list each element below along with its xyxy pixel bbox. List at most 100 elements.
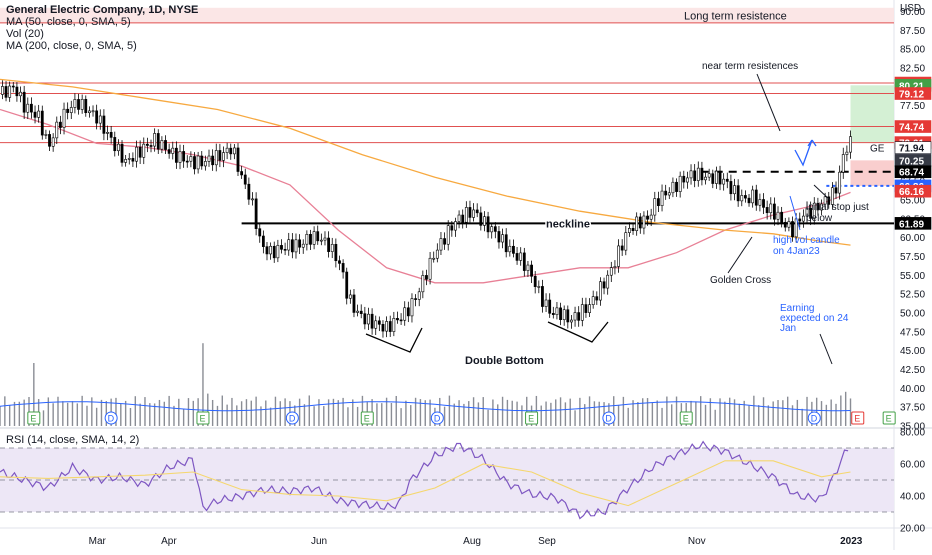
candle-body xyxy=(729,181,733,195)
candle-body xyxy=(59,121,62,128)
candle-body xyxy=(751,189,755,204)
volume-bar xyxy=(23,399,25,426)
candle-body xyxy=(443,238,446,245)
candle-body xyxy=(849,136,852,153)
candle-body xyxy=(280,245,283,250)
volume-bar xyxy=(385,397,388,426)
volume-bar xyxy=(704,404,707,426)
high-vol-label-2: on 4Jan23 xyxy=(773,246,820,257)
ma50-line xyxy=(0,108,851,284)
candle-body xyxy=(801,215,805,222)
candle-body xyxy=(283,249,287,251)
candle-body xyxy=(758,199,762,206)
currency-label: USD xyxy=(900,3,921,14)
candle-body xyxy=(664,190,668,196)
candle-body xyxy=(414,298,417,300)
volume-bar xyxy=(231,397,233,426)
price-label-text: 79.12 xyxy=(899,90,924,101)
volume-bar xyxy=(245,399,248,426)
event-badge xyxy=(285,411,299,425)
candle-body xyxy=(682,175,686,183)
volume-bar xyxy=(651,402,654,426)
candle-body xyxy=(174,147,178,163)
candle-body xyxy=(700,167,704,181)
candle-body xyxy=(787,221,791,228)
stop-label-2: below xyxy=(806,213,833,224)
event-badge xyxy=(27,411,41,425)
candle-body xyxy=(417,291,421,300)
event-badge xyxy=(104,411,118,425)
volume-bar xyxy=(675,396,678,426)
candle-body xyxy=(559,307,562,320)
candle-body xyxy=(834,187,838,194)
candle-body xyxy=(573,312,577,321)
event-badge-letter: D xyxy=(605,414,612,424)
volume-bar xyxy=(192,400,194,426)
volume-bar xyxy=(661,407,663,426)
double-bottom-mark-2 xyxy=(547,321,609,343)
volume-bar xyxy=(318,399,320,426)
volume-bar xyxy=(4,396,6,426)
volume-bar xyxy=(574,410,576,426)
candle-body xyxy=(562,309,566,320)
candle-body xyxy=(783,221,787,228)
volume-bar xyxy=(632,400,634,426)
candle-body xyxy=(613,266,617,268)
ma50-legend: MA (50, close, 0, SMA, 5) xyxy=(6,16,131,28)
volume-bar xyxy=(782,400,784,426)
volume-bar xyxy=(149,403,151,426)
projection-arrow xyxy=(794,139,817,167)
volume-bar xyxy=(796,399,799,426)
candle-body xyxy=(11,85,15,88)
volume-bar xyxy=(728,397,731,426)
price-tick-label: 90.00 xyxy=(900,7,925,18)
time-tick-label: Aug xyxy=(463,536,481,547)
candle-body xyxy=(88,110,91,114)
rsi-tick-label: 60.00 xyxy=(900,460,925,471)
candle-body xyxy=(251,198,254,201)
chart-legend: General Electric Company, 1D, NYSE MA (5… xyxy=(6,4,198,52)
candle-body xyxy=(638,216,642,229)
candle-body xyxy=(334,244,338,262)
candle-body xyxy=(580,304,584,321)
volume-bar xyxy=(308,395,310,426)
event-badge xyxy=(851,411,865,425)
candle-body xyxy=(109,132,113,138)
candle-body xyxy=(305,234,309,245)
candle-body xyxy=(106,132,109,134)
event-badge-letter: D xyxy=(811,414,818,424)
event-badge-letter: D xyxy=(108,414,115,424)
candle-body xyxy=(624,232,628,251)
volume-bar xyxy=(381,403,383,426)
candle-body xyxy=(410,298,414,317)
candle-body xyxy=(287,239,291,251)
candle-body xyxy=(399,319,403,322)
candle-body xyxy=(555,307,559,315)
event-badge xyxy=(882,411,896,425)
volume-bar xyxy=(497,404,499,426)
candle-body xyxy=(363,313,367,325)
volume-bar xyxy=(115,397,117,426)
candle-body xyxy=(501,234,504,243)
candle-body xyxy=(693,170,697,181)
event-badge xyxy=(196,411,210,425)
volume-bar xyxy=(738,403,741,426)
volume-bar xyxy=(569,398,571,426)
volume-bar xyxy=(695,401,697,426)
volume-bar xyxy=(482,397,484,426)
volume-bar xyxy=(410,405,412,426)
rsi-tick-label: 20.00 xyxy=(900,524,925,535)
event-badge xyxy=(807,411,821,425)
rsi-tick-label: 80.00 xyxy=(900,428,925,439)
golden-cross-label: Golden Cross xyxy=(710,275,771,286)
volume-bar xyxy=(806,396,808,426)
volume-bar xyxy=(748,405,750,426)
volume-bar xyxy=(753,395,755,426)
candle-body xyxy=(258,228,262,237)
candle-body xyxy=(791,221,794,238)
candle-body xyxy=(820,203,823,211)
candle-body xyxy=(182,151,186,162)
candle-body xyxy=(294,239,298,253)
